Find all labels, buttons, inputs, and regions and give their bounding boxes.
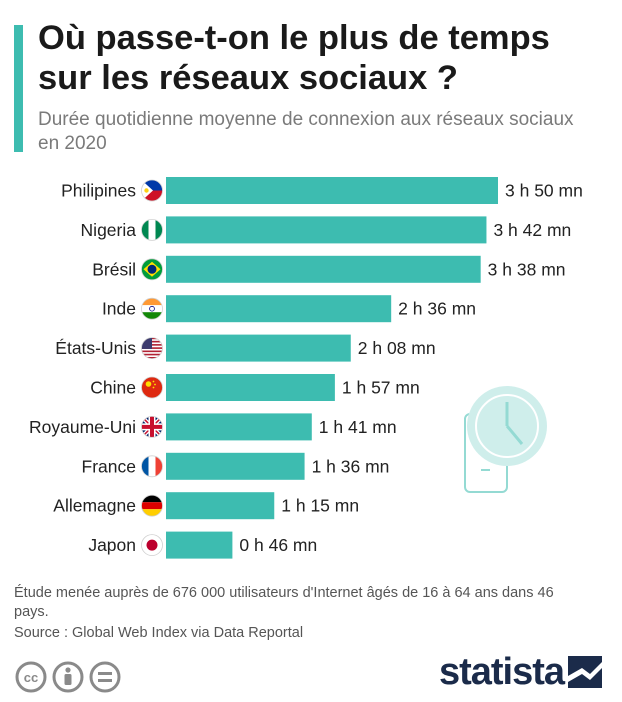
footnote: Étude menée auprès de 676 000 utilisateu… — [14, 585, 554, 620]
value-label: 3 h 50 mn — [505, 181, 583, 201]
value-label: 2 h 36 mn — [398, 299, 476, 319]
value-label: 3 h 42 mn — [493, 220, 571, 240]
title-accent-bar — [14, 25, 23, 152]
germany-flag-icon — [141, 494, 163, 517]
category-label: Brésil — [92, 259, 136, 279]
category-label: Allemagne — [53, 496, 136, 516]
value-label: 0 h 46 mn — [239, 535, 317, 555]
bar — [166, 334, 351, 362]
bar — [166, 255, 481, 283]
statista-brand: statista — [439, 652, 604, 692]
bar — [166, 492, 275, 520]
bar — [166, 452, 305, 480]
category-label: France — [82, 456, 136, 476]
category-label: Royaume-Uni — [29, 417, 136, 437]
france-flag-icon — [141, 455, 163, 478]
category-label: Japon — [88, 535, 136, 555]
category-label: États-Unis — [55, 338, 136, 358]
svg-text:cc: cc — [24, 670, 38, 685]
bar — [166, 177, 498, 204]
category-label: Philipines — [61, 181, 136, 201]
bar — [166, 413, 312, 441]
china-flag-icon — [141, 376, 163, 399]
category-label: Chine — [90, 378, 136, 398]
value-label: 2 h 08 mn — [358, 338, 436, 358]
bar — [166, 295, 392, 323]
bar — [166, 531, 233, 559]
india-flag-icon — [141, 297, 163, 320]
attribution-icon — [52, 661, 84, 693]
no-derivatives-icon — [89, 661, 121, 693]
license-icons: cc — [14, 660, 124, 699]
value-label: 1 h 41 mn — [319, 417, 397, 437]
japan-flag-icon — [141, 534, 163, 557]
bar — [166, 216, 487, 244]
source-note: Source : Global Web Index via Data Repor… — [14, 625, 304, 641]
phone-clock-icon — [464, 386, 547, 493]
category-label: Nigeria — [81, 220, 137, 240]
page-title: Où passe-t-on le plus de temps sur les r… — [38, 19, 550, 97]
value-label: 1 h 57 mn — [342, 378, 420, 398]
uk-flag-icon — [141, 415, 163, 438]
category-label: Inde — [102, 299, 136, 319]
bar — [166, 374, 335, 401]
philippines-flag-icon — [141, 179, 163, 202]
nigeria-flag-icon — [141, 219, 163, 241]
usa-flag-icon — [141, 337, 163, 360]
page-subtitle: Durée quotidienne moyenne de connexion a… — [38, 109, 574, 154]
statista-logo-icon — [568, 656, 602, 688]
bar-chart: Philipines 3 h 50 mn Nigeria 3 h 42 mn Brési… — [29, 177, 583, 559]
value-label: 1 h 15 mn — [281, 496, 359, 516]
value-label: 1 h 36 mn — [312, 456, 390, 476]
value-label: 3 h 38 mn — [488, 259, 566, 279]
brazil-flag-icon — [141, 258, 163, 281]
cc-icon: cc — [15, 661, 47, 693]
statista-wordmark: statista — [438, 651, 565, 693]
